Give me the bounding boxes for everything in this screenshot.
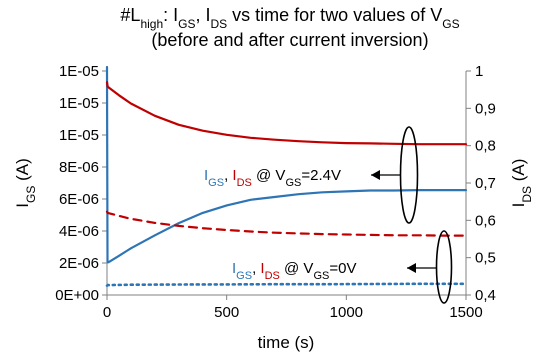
x-axis-label: time (s) <box>258 333 315 352</box>
x-tick-label: 1000 <box>330 304 363 321</box>
annotation-segment: GS <box>313 270 329 282</box>
title-segment: GS <box>178 17 195 31</box>
annotation-segment: I <box>204 167 208 184</box>
axis-label-sub: GS <box>24 186 38 203</box>
y-right-tick-label: 0,8 <box>475 138 496 155</box>
series-line-3 <box>105 210 468 237</box>
y-left-tick-label: 1E-05 <box>59 127 99 144</box>
y-right-tick-label: 0,6 <box>475 212 496 229</box>
annotation-vgs-2-4v-arrowhead <box>371 170 380 180</box>
axis-label-main: I <box>13 203 32 208</box>
title-segment: : I <box>163 5 178 25</box>
y-left-tick-label: 0E+00 <box>55 287 99 304</box>
title-segment: high <box>140 17 163 31</box>
annotation-segment: DS <box>265 270 280 282</box>
annotation-vgs-2-4v: IGS, IDS @ VGS=2.4V <box>204 126 419 224</box>
y-left-tick-label: 6E-06 <box>59 191 99 208</box>
y-left-tick-label: 8E-06 <box>59 159 99 176</box>
annotation-segment: I <box>260 260 264 277</box>
annotation-vgs-2-4v-ellipse <box>399 126 419 224</box>
annotation-segment: , <box>252 260 260 277</box>
annotation-vgs-0v-ellipse <box>435 230 453 304</box>
annotation-segment: GS <box>208 177 224 189</box>
axis-label-sub: DS <box>520 186 534 203</box>
annotation-segment: I <box>232 260 236 277</box>
annotation-segment: GS <box>236 270 252 282</box>
annotation-vgs-0v-arrowhead <box>407 263 416 273</box>
y-axis-right-label: IDS (A) <box>509 159 534 208</box>
plot-area: 0 500 1000 1500 0E+00 2E-06 4E-06 6E-06 8E-06 1E-… <box>55 63 496 321</box>
title-segment: DS <box>211 17 228 31</box>
y-right-tick-label: 0,7 <box>475 175 496 192</box>
chart-title-line2: (before and after current inversion) <box>151 30 428 50</box>
x-tick-label: 1500 <box>449 304 482 321</box>
annotation-segment: , <box>224 167 232 184</box>
annotation-segment: @ V <box>280 260 314 277</box>
axis-label-unit: (A) <box>509 159 528 186</box>
annotation-segment: I <box>232 167 236 184</box>
series-line-1 <box>105 65 468 264</box>
annotation-segment: =0V <box>329 260 356 277</box>
series-line-2 <box>105 81 468 146</box>
annotation-segment: =2.4V <box>301 167 341 184</box>
y-axis-left-label: IGS (A) <box>13 158 38 207</box>
series-line-4 <box>105 282 468 288</box>
axis-ticks: 0 500 1000 1500 0E+00 2E-06 4E-06 6E-06 8E-06 1E-… <box>55 63 496 321</box>
annotation-vgs-0v: IGS, IDS @ VGS=0V <box>232 230 453 304</box>
y-left-tick-label: 4E-06 <box>59 223 99 240</box>
axis-label-main: I <box>509 203 528 208</box>
title-segment: , I <box>195 5 210 25</box>
y-right-tick-label: 0,4 <box>475 287 496 304</box>
y-left-tick-label: 2E-06 <box>59 255 99 272</box>
x-tick-label: 0 <box>103 304 111 321</box>
y-right-tick-label: 0,9 <box>475 100 496 117</box>
y-right-tick-label: 1 <box>475 63 483 80</box>
annotation-segment: DS <box>237 177 252 189</box>
title-segment: #L <box>120 5 140 25</box>
chart-title-line1: #Lhigh: IGS, IDS vs time for two values … <box>120 5 459 31</box>
annotation-vgs-2-4v-label: IGS, IDS @ VGS=2.4V <box>204 167 341 189</box>
data-series <box>105 65 468 288</box>
y-right-tick-label: 0,5 <box>475 250 496 267</box>
annotation-segment: GS <box>285 177 301 189</box>
title-segment: vs time for two values of V <box>227 5 442 25</box>
axis-label-unit: (A) <box>13 158 32 185</box>
y-left-tick-label: 1E-05 <box>59 63 99 80</box>
y-left-tick-label: 1E-05 <box>59 95 99 112</box>
annotation-segment: @ V <box>252 167 286 184</box>
annotation-vgs-0v-label: IGS, IDS @ VGS=0V <box>232 260 356 282</box>
title-segment: GS <box>442 17 459 31</box>
x-tick-label: 500 <box>214 304 239 321</box>
chart-title: #Lhigh: IGS, IDS vs time for two values … <box>120 5 459 50</box>
